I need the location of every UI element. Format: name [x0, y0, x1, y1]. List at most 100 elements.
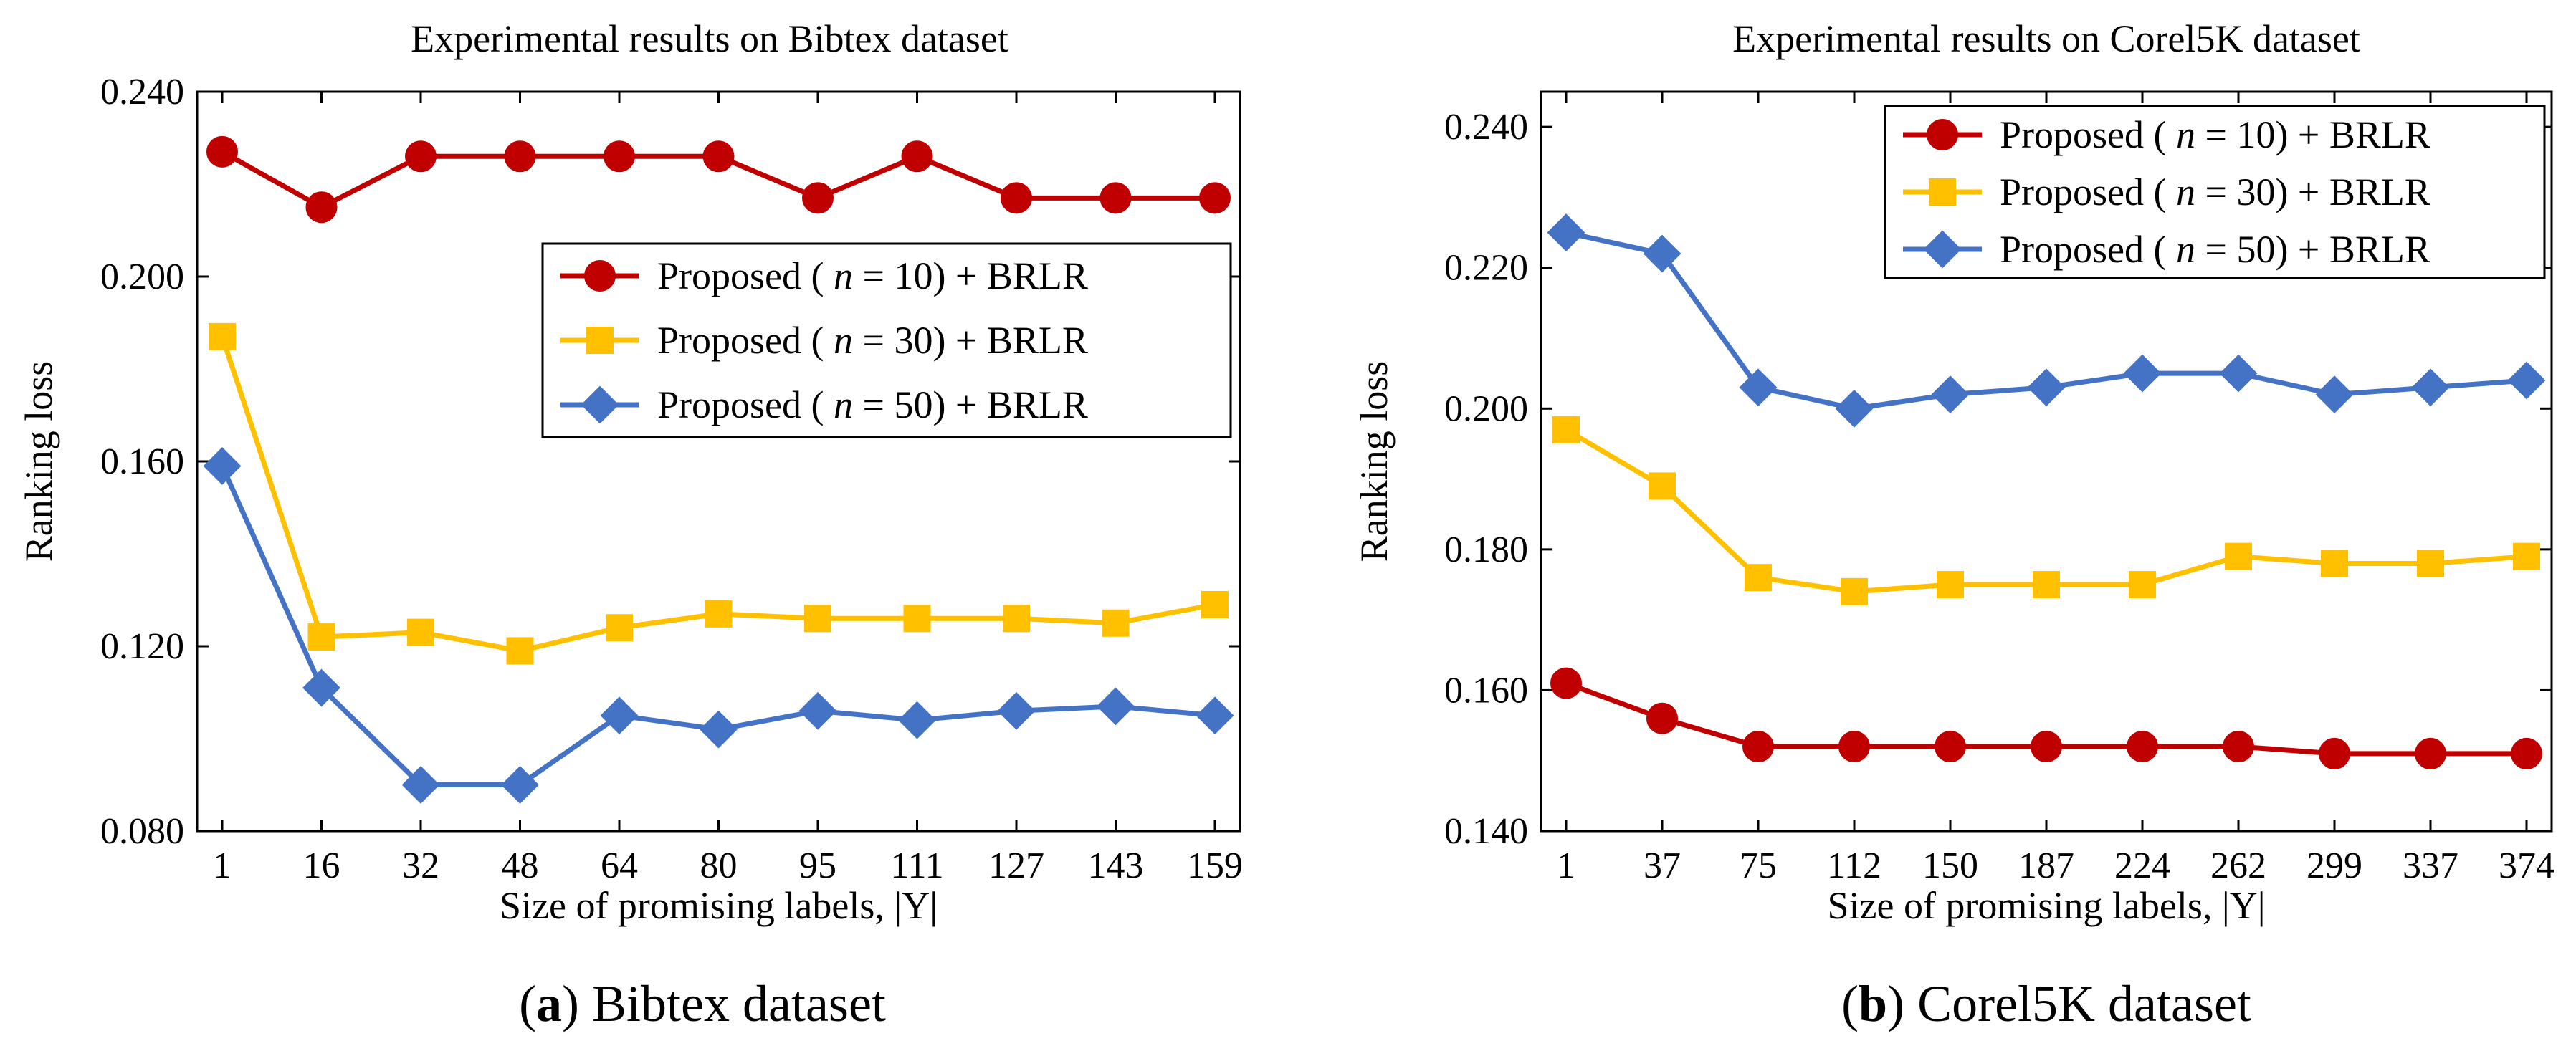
data-point [802, 182, 834, 214]
data-point [2315, 375, 2354, 414]
data-point [2321, 550, 2348, 577]
data-point [901, 140, 933, 173]
x-tick-label: 187 [2018, 845, 2074, 886]
data-point [1552, 416, 1580, 443]
data-point [506, 637, 534, 665]
data-point [1937, 571, 1964, 598]
data-point [1199, 182, 1231, 214]
data-point [2031, 731, 2062, 763]
legend-entry: Proposed ( n = 50) + BRLR [657, 383, 1088, 426]
series-diamond [1547, 213, 2546, 428]
y-tick-label: 0.240 [1444, 107, 1528, 148]
data-point [604, 140, 635, 173]
x-tick-label: 48 [502, 845, 539, 886]
data-point [401, 766, 440, 804]
data-point [2127, 731, 2158, 763]
chart-title: Experimental results on Bibtex dataset [411, 17, 1008, 60]
data-point [1649, 472, 1676, 500]
legend-entry: Proposed ( n = 50) + BRLR [2000, 228, 2430, 271]
x-tick-label: 262 [2210, 845, 2266, 886]
data-point [1001, 182, 1032, 214]
data-point [2033, 571, 2060, 598]
x-tick-label: 111 [890, 845, 943, 886]
legend: Proposed ( n = 10) + BRLR Proposed ( n = … [541, 242, 1232, 438]
data-point [798, 691, 837, 730]
legend-swatch-marker [584, 260, 616, 292]
x-tick-label: 1 [1557, 845, 1575, 886]
data-point [2319, 737, 2350, 769]
data-point [2511, 737, 2542, 769]
data-point [898, 701, 936, 739]
legend-box [541, 242, 1232, 438]
series-line [1565, 427, 2527, 595]
x-tick-label: 112 [1827, 845, 1881, 886]
series-diamond [203, 447, 1234, 804]
x-tick-label: 159 [1187, 845, 1243, 886]
data-point [1643, 234, 1681, 273]
data-point [1646, 702, 1678, 734]
data-point [1935, 731, 1966, 763]
legend-entry: Proposed ( n = 10) + BRLR [2000, 113, 2430, 156]
x-tick-label: 80 [700, 845, 738, 886]
chart-panel-2: Experimental results on Corel5K dataset 0… [1353, 17, 2554, 1032]
data-point [209, 322, 236, 350]
data-point [1196, 696, 1234, 735]
legend-entry: Proposed ( n = 30) + BRLR [657, 319, 1088, 362]
legend-swatch-marker [1923, 230, 1962, 269]
data-point [997, 691, 1036, 730]
data-point [203, 447, 242, 485]
data-point [305, 191, 338, 224]
legend-box [1884, 105, 2546, 279]
chart-title: Experimental results on Corel5K dataset [1732, 17, 2360, 60]
y-axis-label: Ranking loss [17, 361, 60, 562]
panel-caption: (b) Corel5K dataset [1841, 975, 2251, 1032]
series-square [209, 322, 1229, 665]
data-point [206, 135, 238, 168]
data-point [2223, 731, 2254, 763]
y-tick-label: 0.080 [100, 811, 184, 852]
x-tick-label: 16 [303, 845, 340, 886]
data-point [2129, 571, 2156, 598]
data-point [1838, 731, 1870, 763]
legend-swatch-marker [1927, 119, 1958, 150]
legend-entry: Proposed ( n = 30) + BRLR [2000, 171, 2430, 213]
data-point [1102, 609, 1130, 637]
legend-swatch-marker [586, 327, 614, 354]
data-point [1835, 389, 1874, 428]
y-tick-label: 0.120 [100, 626, 184, 667]
data-point [501, 766, 539, 804]
data-point [302, 668, 340, 707]
x-tick-label: 37 [1644, 845, 1681, 886]
data-point [1201, 590, 1229, 618]
data-point [1745, 564, 1772, 592]
data-point [2415, 737, 2446, 769]
data-point [903, 605, 931, 633]
x-tick-label: 32 [402, 845, 439, 886]
y-tick-label: 0.140 [1444, 811, 1528, 852]
data-point [2027, 368, 2066, 407]
data-point [606, 614, 633, 642]
x-tick-label: 64 [601, 845, 638, 886]
data-point [2225, 542, 2252, 570]
y-tick-label: 0.200 [100, 256, 184, 297]
data-point [600, 696, 639, 735]
data-point [407, 618, 434, 646]
y-tick-label: 0.240 [100, 72, 184, 112]
data-point [700, 710, 738, 749]
data-point [705, 600, 733, 628]
data-point [804, 605, 831, 633]
data-point [2411, 368, 2450, 407]
data-point [2219, 354, 2258, 393]
data-point [702, 140, 735, 173]
x-tick-label: 150 [1922, 845, 1978, 886]
data-point [405, 140, 437, 173]
data-point [1742, 731, 1774, 763]
data-point [1003, 605, 1030, 633]
x-tick-label: 75 [1740, 845, 1777, 886]
data-point [1097, 687, 1135, 726]
x-tick-label: 299 [2307, 845, 2362, 886]
y-tick-label: 0.200 [1444, 388, 1528, 429]
y-tick-label: 0.180 [1444, 529, 1528, 570]
